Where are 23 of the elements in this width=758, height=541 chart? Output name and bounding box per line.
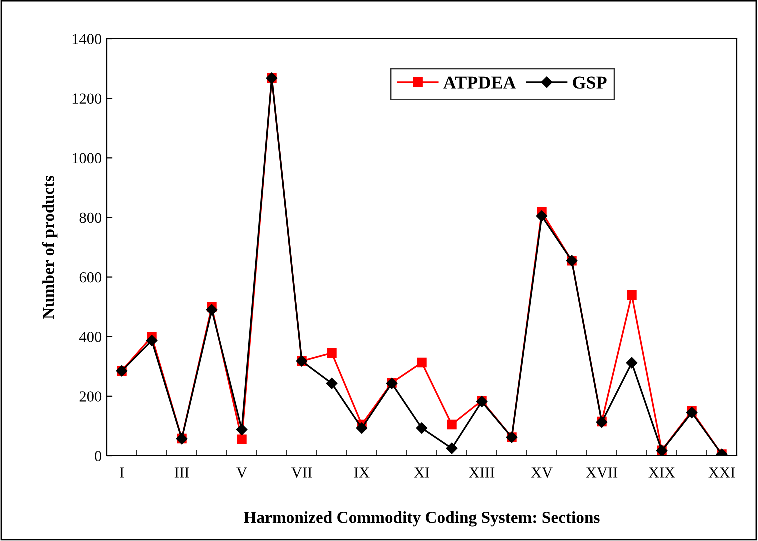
- x-tick-label: XXI: [708, 468, 736, 478]
- x-tick-label: I: [120, 468, 124, 478]
- x-tick-label: XIX: [648, 468, 676, 478]
- y-tick-label: 0: [95, 451, 102, 462]
- y-tick-label: 200: [80, 392, 102, 402]
- y-tick-label: 1000: [72, 153, 102, 164]
- y-tick-label: 600: [80, 272, 102, 283]
- y-tick-label: 800: [80, 212, 102, 224]
- y-tick-label: 400: [80, 332, 102, 342]
- y-tick-label: 1400: [72, 34, 102, 44]
- x-tick-label: V: [236, 468, 248, 478]
- x-tick-label: VII: [292, 468, 312, 478]
- x-tick-label: XVII: [586, 468, 618, 478]
- y-tick-label: 1200: [72, 94, 102, 104]
- x-tick-label: XIII: [469, 468, 495, 478]
- x-axis-title: Harmonized Commodity Coding System: Sections: [244, 512, 600, 527]
- y-axis-title: Number of products: [42, 176, 58, 320]
- x-tick-label: XV: [531, 468, 553, 478]
- x-tick-label: IX: [354, 468, 370, 478]
- x-tick-label: III: [174, 468, 190, 478]
- legend-label: ATPDEA: [444, 76, 516, 89]
- x-tick-label: XI: [414, 468, 430, 478]
- legend-label: GSP: [573, 76, 607, 89]
